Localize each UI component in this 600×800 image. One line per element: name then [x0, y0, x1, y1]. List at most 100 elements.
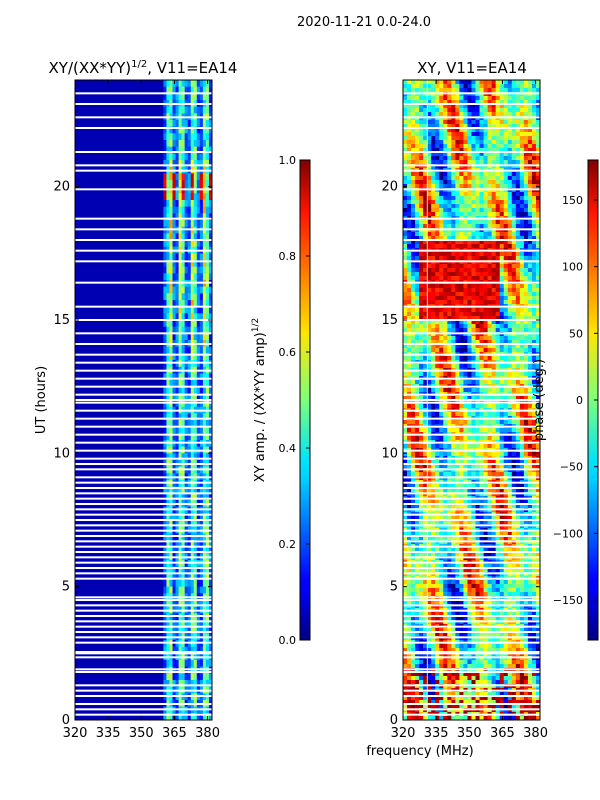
amplitude-cell: [190, 180, 195, 188]
amplitude-cell: [193, 293, 198, 301]
phase-cell: [403, 120, 408, 125]
phase-cell: [435, 232, 440, 237]
amplitude-cell: [178, 493, 183, 501]
amplitude-cell: [166, 193, 170, 201]
phase-cell: [435, 84, 440, 89]
phase-cell: [435, 156, 440, 161]
phase-cell: [427, 172, 432, 177]
phase-cell: [423, 96, 428, 101]
phase-cell: [423, 104, 428, 109]
amplitude-cell: [202, 566, 207, 574]
phase-cell: [507, 320, 513, 325]
phase-cell: [447, 328, 452, 333]
phase-cell: [523, 176, 529, 181]
phase-cell: [531, 340, 537, 345]
phase-cell: [459, 128, 464, 133]
amplitude-cell: [178, 146, 183, 154]
phase-cell: [483, 256, 488, 261]
phase-cell: [475, 272, 480, 277]
amplitude-cell: [175, 93, 179, 101]
phase-cell: [491, 236, 496, 241]
amplitude-flagged-row: [75, 524, 212, 527]
amplitude-cell: [190, 626, 195, 634]
amplitude-cell: [175, 260, 179, 268]
phase-cell: [423, 148, 428, 153]
phase-cell: [459, 264, 464, 269]
phase-cell: [499, 460, 505, 465]
phase-cell: [411, 420, 416, 425]
phase-cell: [475, 136, 480, 141]
phase-cell: [479, 136, 484, 141]
amplitude-cell: [163, 520, 167, 528]
phase-cell: [483, 460, 488, 465]
phase-cell: [419, 208, 424, 213]
phase-cell: [403, 124, 408, 129]
phase-cell: [455, 148, 460, 153]
phase-cell: [459, 180, 464, 185]
phase-cell: [419, 200, 424, 205]
phase-cell: [527, 256, 533, 261]
amplitude-cell: [163, 266, 167, 274]
amplitude-cell: [205, 173, 210, 181]
phase-cell: [471, 292, 476, 297]
phase-cell: [403, 296, 408, 301]
phase-cell: [511, 220, 517, 225]
phase-cell: [423, 308, 428, 313]
phase-cell: [479, 100, 484, 105]
phase-cell: [423, 372, 428, 377]
phase-cell: [455, 220, 460, 225]
phase-cell: [467, 428, 472, 433]
phase-cell: [495, 152, 501, 157]
phase-cell: [431, 236, 436, 241]
phase-cell: [487, 212, 492, 217]
phase-cell: [519, 364, 525, 369]
phase-cell: [435, 268, 440, 273]
amplitude-cell: [199, 146, 204, 154]
phase-cell: [427, 192, 432, 197]
phase-cell: [531, 132, 537, 137]
amplitude-cell: [184, 586, 189, 594]
phase-cell: [507, 244, 513, 249]
amplitude-cell: [169, 573, 173, 581]
phase-cell: [427, 100, 432, 105]
phase-cell: [455, 264, 460, 269]
amplitude-cell: [166, 713, 170, 720]
phase-cell: [451, 324, 456, 329]
phase-cell: [519, 404, 525, 409]
phase-cell: [419, 152, 424, 157]
phase-cell: [483, 308, 488, 313]
phase-cell: [475, 192, 480, 197]
phase-cell: [443, 364, 448, 369]
amplitude-cell: [205, 300, 210, 308]
amplitude-cell: [172, 120, 176, 128]
phase-cell: [435, 396, 440, 401]
phase-cell: [435, 240, 440, 245]
amplitude-cell: [178, 566, 183, 574]
amplitude-cell: [163, 93, 167, 101]
amplitude-cell: [184, 153, 189, 161]
phase-cell: [419, 136, 424, 141]
phase-cell: [515, 252, 521, 257]
amplitude-cell: [199, 486, 204, 494]
amplitude-cell: [187, 540, 192, 548]
phase-cell: [491, 284, 496, 289]
phase-cell: [475, 276, 480, 281]
amplitude-cell: [184, 206, 189, 214]
phase-cell: [499, 96, 505, 101]
phase-cell: [407, 380, 412, 385]
amplitude-cell: [202, 320, 207, 328]
phase-cell: [515, 436, 521, 441]
amplitude-cell: [163, 140, 167, 148]
amplitude-cell: [208, 673, 212, 681]
phase-cell: [491, 148, 496, 153]
amplitude-cell: [172, 240, 176, 248]
phase-cell: [507, 348, 513, 353]
phase-cell: [495, 464, 501, 469]
phase-cell: [423, 276, 428, 281]
amplitude-cell: [196, 160, 201, 168]
phase-cell: [471, 272, 476, 277]
phase-cell: [503, 148, 509, 153]
phase-cell: [411, 288, 416, 293]
amplitude-cell: [175, 120, 179, 128]
phase-cell: [479, 428, 484, 433]
